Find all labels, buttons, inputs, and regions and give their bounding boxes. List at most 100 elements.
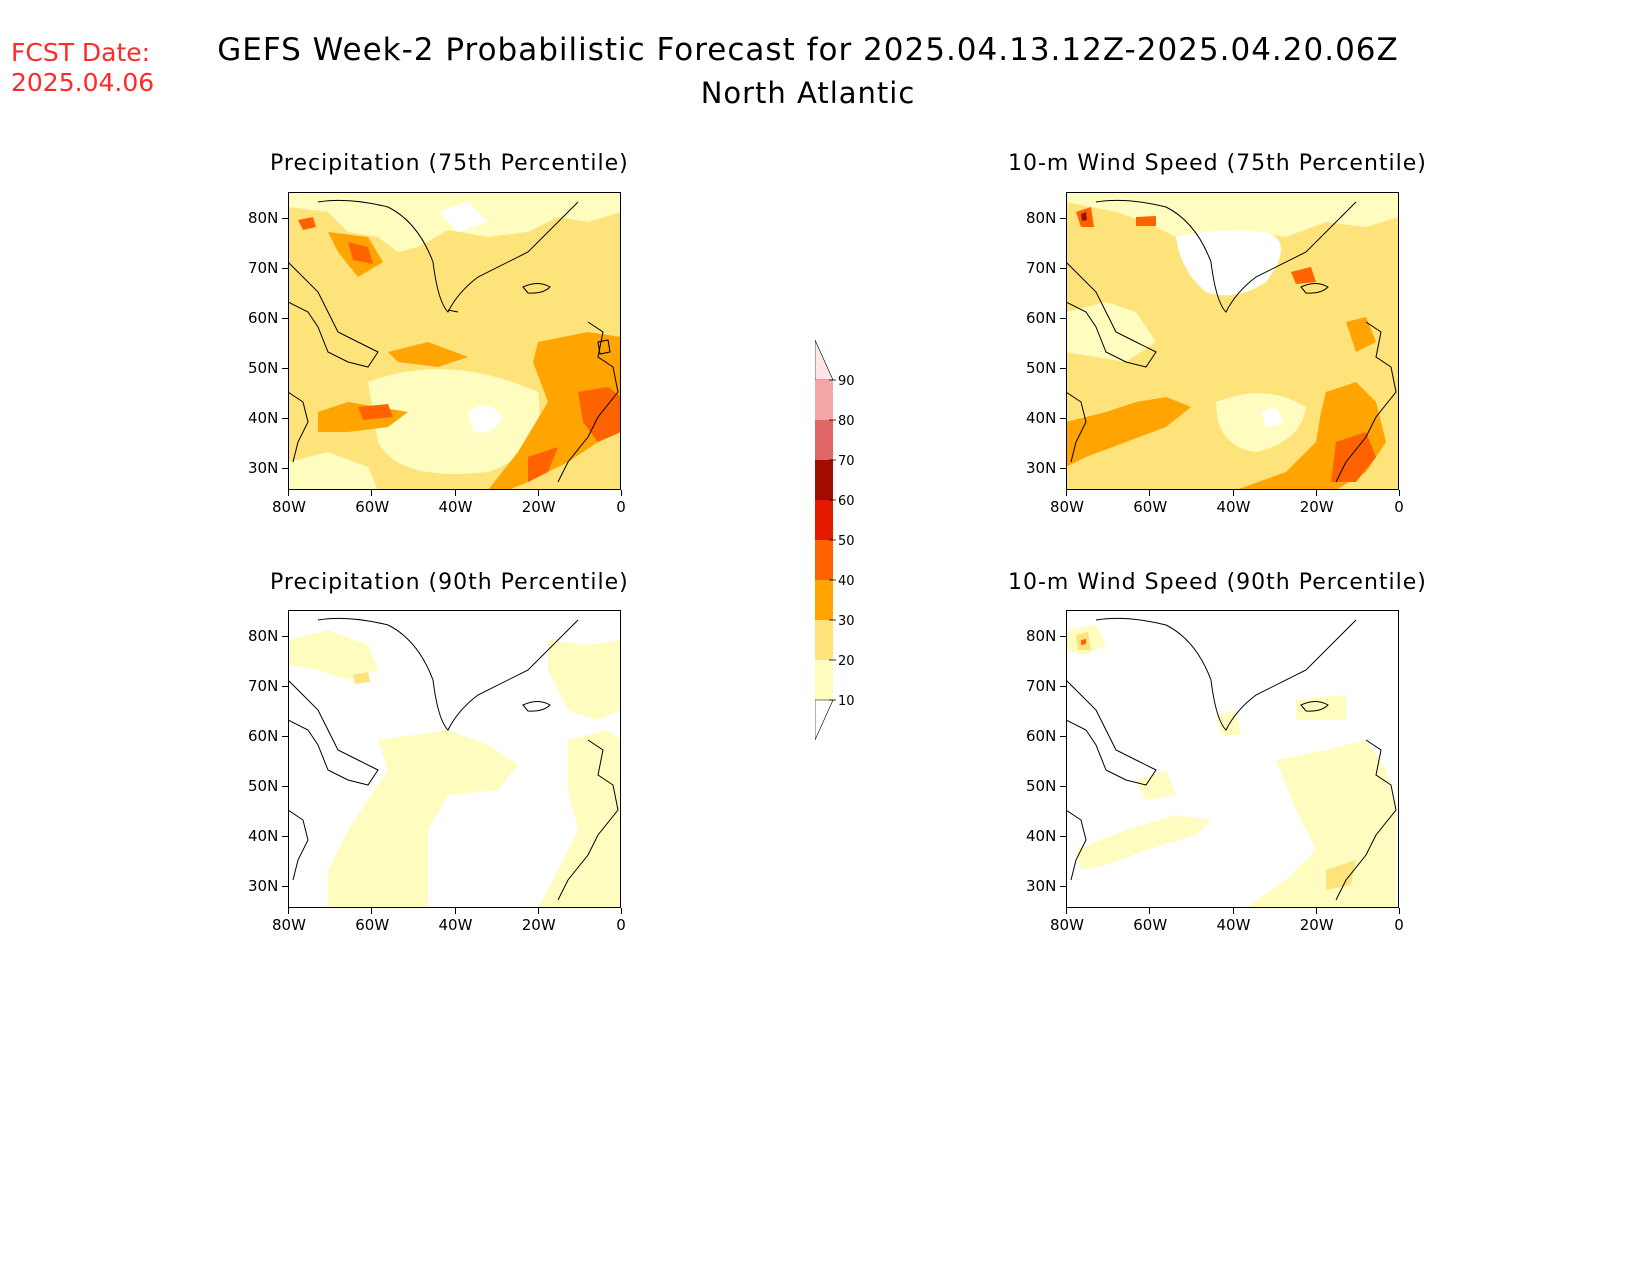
lat-label: 30N xyxy=(1026,877,1057,895)
colorbar-segment xyxy=(815,660,833,700)
lat-tick xyxy=(1060,218,1066,219)
lon-tick xyxy=(1399,490,1400,496)
colorbar-bottom-extend xyxy=(815,699,834,741)
lat-tick xyxy=(282,318,288,319)
lon-tick xyxy=(454,490,456,496)
panel-title-wind75: 10-m Wind Speed (75th Percentile) xyxy=(1008,151,1427,176)
colorbar-segment xyxy=(815,460,833,500)
colorbar-segment xyxy=(815,540,833,580)
lat-tick xyxy=(282,736,288,737)
colorbar-segment xyxy=(815,500,833,540)
lon-label: 40W xyxy=(438,916,473,934)
lat-tick xyxy=(282,418,288,419)
panel-title-wind90: 10-m Wind Speed (90th Percentile) xyxy=(1008,570,1427,595)
lat-tick xyxy=(282,218,288,219)
lat-label: 70N xyxy=(248,677,279,695)
lon-label: 20W xyxy=(1299,916,1334,934)
lon-tick xyxy=(1315,908,1317,914)
lat-tick xyxy=(282,886,288,887)
lon-label: 0 xyxy=(1394,498,1404,516)
lon-label: 80W xyxy=(1050,498,1084,516)
colorbar-label: 10 xyxy=(838,694,855,709)
lat-label: 70N xyxy=(1026,259,1057,277)
lat-tick xyxy=(282,468,288,469)
lon-tick xyxy=(1149,490,1151,496)
lat-label: 60N xyxy=(248,309,279,327)
lon-label: 60W xyxy=(1133,498,1168,516)
lat-label: 70N xyxy=(248,259,279,277)
lat-label: 40N xyxy=(248,827,279,845)
colorbar-label: 70 xyxy=(838,454,855,469)
lon-label: 40W xyxy=(1216,916,1251,934)
lon-label: 20W xyxy=(521,916,556,934)
map-precip90 xyxy=(288,610,621,908)
lat-label: 70N xyxy=(1026,677,1057,695)
fcst-date: FCST Date: 2025.04.06 xyxy=(11,38,154,98)
map-wind75 xyxy=(1066,192,1399,490)
lat-tick xyxy=(1060,636,1066,637)
lon-label: 80W xyxy=(1050,916,1084,934)
lat-tick xyxy=(282,786,288,787)
colorbar-segment xyxy=(815,580,833,620)
main-title: GEFS Week-2 Probabilistic Forecast for 2… xyxy=(217,32,1399,68)
lon-label: 60W xyxy=(355,916,390,934)
lat-label: 30N xyxy=(1026,459,1057,477)
lat-label: 50N xyxy=(1026,359,1057,377)
lat-label: 30N xyxy=(248,877,279,895)
lat-label: 50N xyxy=(248,359,279,377)
lon-label: 60W xyxy=(355,498,390,516)
lon-label: 80W xyxy=(272,916,306,934)
colorbar-label: 80 xyxy=(838,414,855,429)
colorbar-top-extend xyxy=(815,339,834,381)
lon-tick xyxy=(288,490,289,496)
map-precip75 xyxy=(288,192,621,490)
lon-label: 40W xyxy=(1216,498,1251,516)
lat-tick xyxy=(1060,468,1066,469)
lat-label: 60N xyxy=(248,727,279,745)
lon-tick xyxy=(1066,908,1067,914)
lat-tick xyxy=(1060,268,1066,269)
lat-label: 80N xyxy=(248,209,279,227)
lon-label: 80W xyxy=(272,498,306,516)
lon-label: 0 xyxy=(616,498,626,516)
map-wind90 xyxy=(1066,610,1399,908)
colorbar-segment xyxy=(815,380,833,420)
lat-label: 40N xyxy=(248,409,279,427)
lat-tick xyxy=(282,686,288,687)
lat-label: 40N xyxy=(1026,409,1057,427)
lon-label: 0 xyxy=(616,916,626,934)
panel-title-precip75: Precipitation (75th Percentile) xyxy=(270,151,629,176)
lon-tick xyxy=(371,908,373,914)
lat-label: 60N xyxy=(1026,727,1057,745)
lon-label: 60W xyxy=(1133,916,1168,934)
fcst-date-label: FCST Date: xyxy=(11,38,151,67)
lon-tick xyxy=(1232,490,1234,496)
lon-label: 40W xyxy=(438,498,473,516)
lon-tick xyxy=(1315,490,1317,496)
lon-label: 0 xyxy=(1394,916,1404,934)
lon-tick xyxy=(454,908,456,914)
colorbar-label: 60 xyxy=(838,494,855,509)
lat-tick xyxy=(1060,318,1066,319)
colorbar-segment xyxy=(815,620,833,660)
lat-label: 80N xyxy=(248,627,279,645)
lon-tick xyxy=(1066,490,1067,496)
lon-tick xyxy=(1399,908,1400,914)
fcst-date-value: 2025.04.06 xyxy=(11,68,155,97)
lat-tick xyxy=(282,636,288,637)
lon-tick xyxy=(1232,908,1234,914)
lon-tick xyxy=(288,908,289,914)
lat-tick xyxy=(1060,836,1066,837)
lon-label: 20W xyxy=(1299,498,1334,516)
colorbar-label: 40 xyxy=(838,574,855,589)
lon-tick xyxy=(621,490,622,496)
lat-tick xyxy=(1060,736,1066,737)
lat-tick xyxy=(282,368,288,369)
lat-label: 60N xyxy=(1026,309,1057,327)
lat-label: 80N xyxy=(1026,209,1057,227)
lat-tick xyxy=(1060,786,1066,787)
lon-tick xyxy=(537,490,539,496)
lat-label: 30N xyxy=(248,459,279,477)
region-title: North Atlantic xyxy=(700,76,916,110)
lat-label: 50N xyxy=(1026,777,1057,795)
